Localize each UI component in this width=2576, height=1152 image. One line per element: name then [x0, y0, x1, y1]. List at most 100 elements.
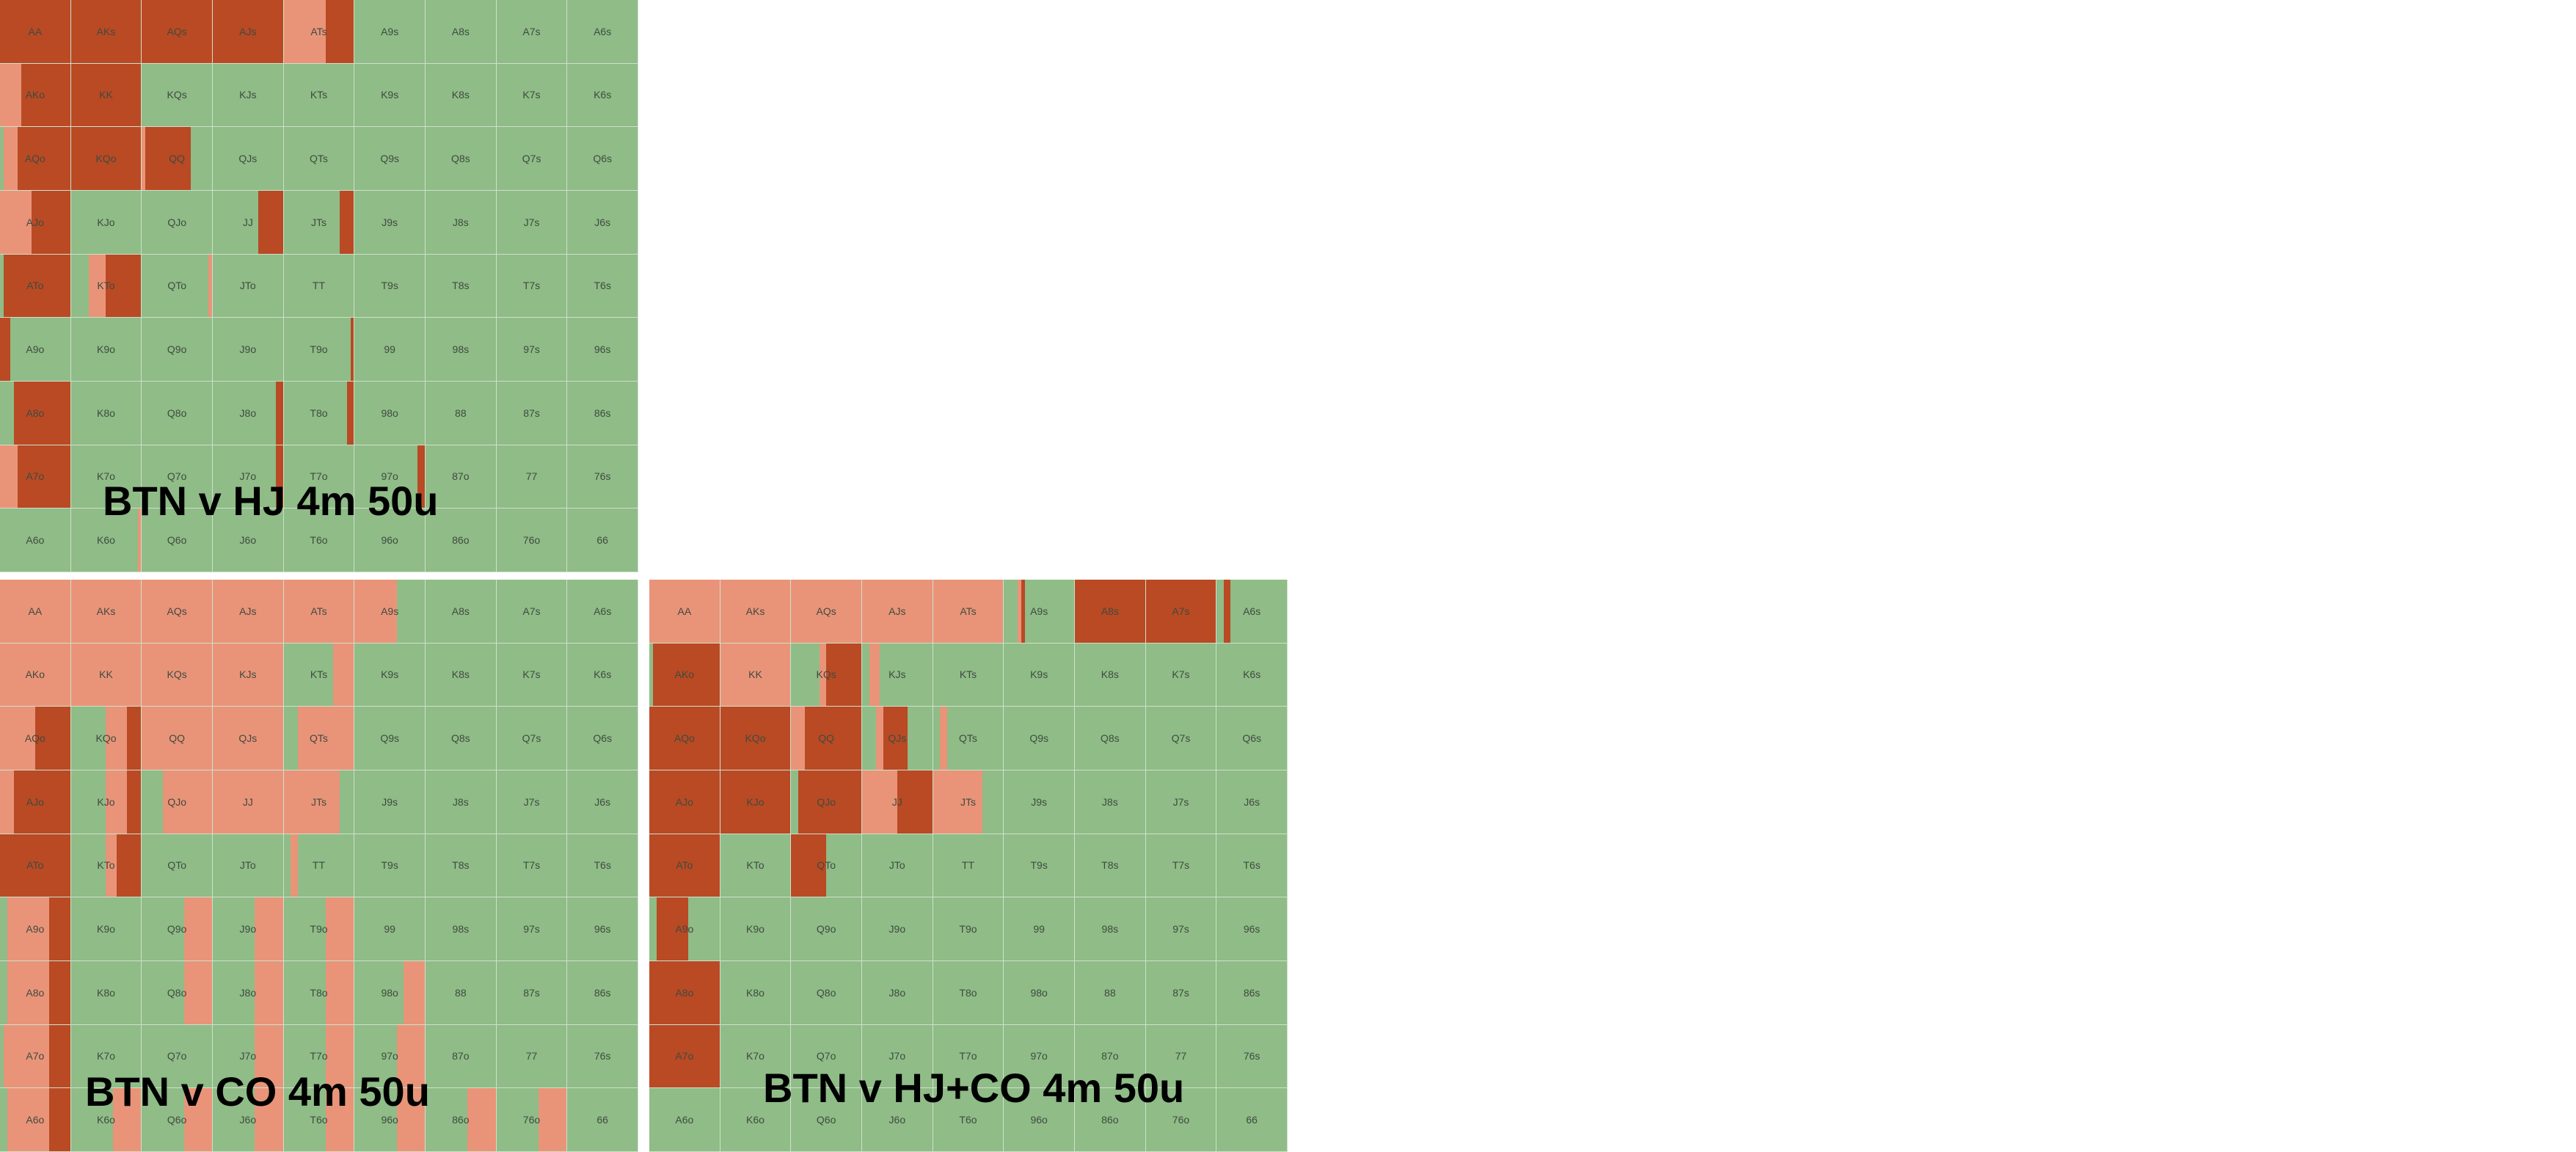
call-frequency-bar	[255, 1024, 283, 1088]
hand-label: 98o	[381, 407, 398, 419]
call-frequency-bar	[396, 1088, 425, 1151]
hand-label: 98o	[1030, 986, 1048, 999]
hand-cell: AA	[0, 580, 71, 644]
hand-label: 87o	[452, 470, 470, 483]
hand-cell: 96o	[354, 508, 426, 572]
hand-cell: 87s	[1145, 961, 1217, 1025]
hand-cell: T9s	[354, 254, 426, 318]
hand-cell: A8s	[426, 0, 497, 64]
hand-label: QTo	[817, 859, 836, 872]
hand-cell: QTo	[142, 254, 213, 318]
hand-label: Q8s	[450, 732, 470, 745]
hand-label: 77	[525, 1050, 538, 1062]
hand-label: K9o	[97, 343, 115, 356]
hand-cell: J8s	[426, 770, 497, 834]
hand-cell: AQo	[0, 127, 71, 191]
hand-label: 97s	[1172, 923, 1189, 936]
hand-label: 86o	[452, 1114, 470, 1126]
raise-frequency-bar	[346, 382, 354, 445]
hand-cell: AJs	[862, 580, 933, 644]
hand-cell: 76s	[567, 445, 638, 509]
hand-label: A9s	[381, 605, 399, 617]
hand-cell: KQo	[70, 707, 142, 770]
hand-label: AKs	[745, 605, 765, 617]
hand-label: A6s	[594, 605, 612, 617]
call-frequency-bar	[404, 961, 425, 1024]
raise-frequency-bar	[276, 445, 283, 508]
hand-cell: Q9s	[354, 127, 426, 191]
hand-cell: 99	[354, 318, 426, 382]
hand-cell: TT	[283, 254, 355, 318]
hand-label: T8s	[1101, 859, 1119, 872]
raise-frequency-bar	[21, 63, 70, 127]
hand-label: 66	[1246, 1114, 1258, 1126]
hand-cell: KQo	[720, 707, 792, 770]
hand-cell: 87s	[496, 382, 568, 445]
hand-cell: 76s	[1216, 1024, 1288, 1089]
raise-frequency-bar	[826, 643, 861, 707]
hand-cell: K7s	[496, 63, 568, 128]
hand-cell: TT	[283, 834, 355, 898]
raise-frequency-bar	[70, 63, 142, 127]
hand-cell: QJs	[213, 127, 284, 191]
call-frequency-bar	[933, 580, 1004, 643]
raise-frequency-bar	[258, 191, 283, 254]
raise-frequency-bar	[883, 707, 908, 770]
hand-label: 86o	[452, 534, 470, 547]
hand-cell: T6o	[283, 1088, 355, 1152]
hand-label: JTs	[310, 795, 326, 808]
hand-label: A9s	[1030, 605, 1048, 617]
hand-label: JTo	[239, 859, 256, 872]
call-frequency-bar	[142, 580, 212, 643]
call-frequency-bar	[0, 63, 21, 127]
hand-label: 97s	[523, 343, 540, 356]
hand-cell: T9s	[354, 834, 426, 898]
hand-label: K7s	[1172, 668, 1190, 681]
chart-title: BTN v HJ+CO 4m 50u	[763, 1065, 1185, 1111]
hand-cell: 97s	[1145, 897, 1217, 961]
hand-cell: AKo	[0, 643, 71, 707]
hand-cell: KJo	[70, 770, 142, 834]
hand-cell: AQs	[142, 580, 213, 644]
hand-label: J6o	[889, 1114, 906, 1126]
hand-label: 76s	[594, 470, 611, 483]
hand-label: AA	[677, 605, 692, 617]
hand-cell: 97o	[1004, 1024, 1075, 1089]
hand-cell: J9o	[213, 897, 284, 961]
hand-cell: 87o	[1075, 1024, 1146, 1089]
hand-label: Q8o	[816, 986, 836, 999]
hand-cell: 96o	[1004, 1088, 1075, 1152]
hand-cell: T6o	[933, 1088, 1004, 1152]
call-frequency-bar	[940, 707, 947, 770]
hand-label: 66	[596, 1114, 608, 1126]
raise-frequency-bar	[32, 191, 70, 254]
hand-cell: JTs	[283, 191, 355, 255]
call-frequency-bar	[7, 961, 49, 1024]
call-frequency-bar	[396, 1024, 425, 1088]
hand-label: 87o	[1101, 1050, 1119, 1062]
hand-cell: 99	[354, 897, 426, 961]
hand-label: J6s	[1244, 795, 1260, 808]
hand-label: T8s	[452, 859, 470, 872]
hand-label: KQo	[745, 732, 766, 745]
hand-cell: K6o	[720, 1088, 792, 1152]
hand-label: Q9o	[167, 923, 187, 936]
hand-cell: Q6s	[567, 127, 638, 191]
hand-label: Q6s	[593, 153, 612, 165]
hand-cell: Q7s	[496, 707, 568, 770]
call-frequency-bar	[649, 580, 720, 643]
hand-label: J9o	[239, 923, 257, 936]
call-frequency-bar	[3, 1024, 49, 1088]
raise-frequency-bar	[652, 643, 720, 707]
hand-cell: T8o	[283, 382, 355, 445]
hand-label: AJo	[26, 795, 44, 808]
hand-label: K6s	[594, 89, 612, 101]
hand-cell: K8s	[426, 643, 497, 707]
range-chart-btn-v-hj-co: AA AKs AQs AJs ATs A9s A8s A7s A6s AKo KK KQs KJs KTs…	[649, 580, 1288, 1152]
hand-label: KTs	[310, 668, 328, 681]
hand-label: A7o	[26, 1050, 45, 1062]
hand-label: J6s	[594, 795, 611, 808]
call-frequency-bar	[106, 834, 117, 897]
hand-cell: KTs	[283, 63, 355, 128]
hand-label: KQs	[816, 668, 836, 681]
